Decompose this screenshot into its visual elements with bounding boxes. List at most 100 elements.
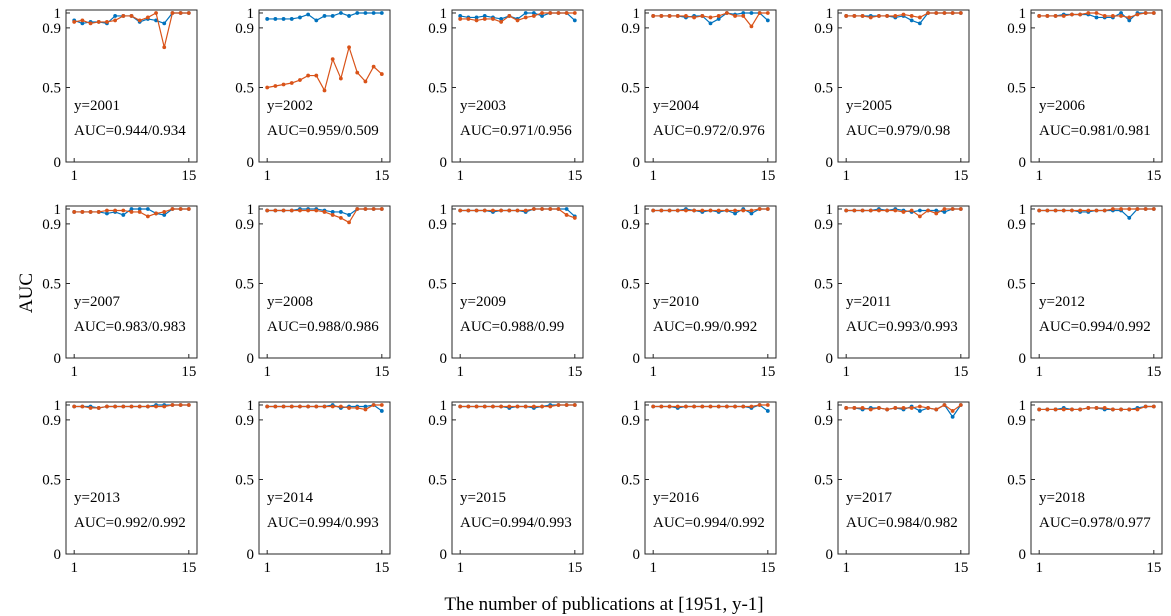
y-tick-label: 0.9 bbox=[621, 21, 640, 37]
axes-box bbox=[451, 9, 584, 163]
data-point bbox=[852, 406, 857, 410]
data-point bbox=[860, 208, 865, 213]
y-tick-label: 1 bbox=[1019, 398, 1027, 414]
data-point bbox=[523, 11, 528, 15]
axes-box bbox=[65, 401, 198, 555]
x-tick-label: 1 bbox=[649, 168, 657, 184]
data-point bbox=[765, 403, 770, 407]
data-point bbox=[708, 404, 713, 409]
panel-auc-label: AUC=0.972/0.976 bbox=[653, 123, 765, 139]
data-point bbox=[540, 404, 544, 409]
data-point bbox=[733, 211, 737, 216]
data-point bbox=[379, 403, 384, 407]
x-tick-label: 1 bbox=[842, 560, 850, 576]
data-point bbox=[371, 11, 376, 15]
data-point bbox=[170, 207, 175, 211]
data-point bbox=[548, 207, 553, 211]
data-point bbox=[893, 406, 898, 410]
panel-auc-label: AUC=0.971/0.956 bbox=[460, 123, 572, 139]
data-point bbox=[1094, 406, 1099, 410]
y-tick-label: 0.5 bbox=[814, 80, 833, 96]
data-point bbox=[1037, 208, 1042, 213]
data-point bbox=[942, 11, 947, 15]
data-point bbox=[942, 210, 947, 214]
panel-year-label: y=2008 bbox=[267, 294, 313, 310]
data-point bbox=[314, 73, 319, 78]
data-point bbox=[80, 21, 85, 26]
data-point bbox=[909, 208, 914, 213]
data-point bbox=[893, 208, 898, 213]
data-point bbox=[306, 73, 311, 78]
data-point bbox=[548, 404, 553, 409]
data-point bbox=[154, 404, 158, 409]
y-tick-label: 0.5 bbox=[235, 80, 254, 96]
data-point bbox=[765, 207, 770, 211]
axes-box bbox=[1030, 205, 1163, 359]
data-point bbox=[844, 14, 849, 18]
data-point bbox=[363, 11, 368, 15]
y-tick-label: 1 bbox=[440, 398, 448, 414]
data-point bbox=[659, 404, 664, 409]
data-point bbox=[659, 14, 664, 18]
data-point bbox=[1135, 207, 1140, 211]
y-tick-label: 0 bbox=[633, 351, 641, 367]
data-point bbox=[741, 11, 746, 15]
data-point bbox=[458, 14, 463, 18]
x-tick-label: 1 bbox=[263, 364, 271, 380]
data-point bbox=[716, 17, 721, 21]
data-point bbox=[901, 210, 906, 214]
panel-auc-label: AUC=0.994/0.993 bbox=[267, 515, 379, 531]
panel-auc-label: AUC=0.988/0.986 bbox=[267, 319, 379, 335]
data-point bbox=[162, 210, 167, 214]
data-point bbox=[265, 404, 270, 409]
y-tick-label: 0 bbox=[54, 351, 62, 367]
y-tick-label: 0 bbox=[826, 155, 834, 171]
x-tick-label: 1 bbox=[70, 364, 78, 380]
data-point bbox=[80, 18, 85, 23]
y-tick-label: 1 bbox=[247, 6, 255, 22]
panel-auc-label: AUC=0.984/0.982 bbox=[846, 515, 958, 531]
data-point bbox=[371, 207, 376, 211]
data-point bbox=[1053, 14, 1058, 18]
data-point bbox=[765, 409, 770, 413]
data-point bbox=[482, 17, 487, 21]
data-point bbox=[917, 214, 922, 219]
data-point bbox=[113, 18, 118, 23]
data-point bbox=[667, 14, 672, 18]
data-point bbox=[700, 14, 705, 18]
data-point bbox=[667, 208, 672, 213]
x-tick-label: 15 bbox=[374, 168, 389, 184]
data-point bbox=[154, 211, 158, 216]
data-point bbox=[355, 207, 360, 211]
data-point bbox=[72, 20, 77, 24]
data-point bbox=[531, 207, 536, 211]
panel-year-label: y=2001 bbox=[74, 98, 120, 114]
y-tick-label: 0 bbox=[54, 547, 62, 563]
data-point bbox=[96, 406, 101, 410]
data-point bbox=[684, 14, 688, 18]
y-tick-label: 0 bbox=[247, 155, 255, 171]
data-point bbox=[507, 208, 512, 213]
panel-year-label: y=2016 bbox=[653, 490, 699, 506]
data-point bbox=[96, 20, 101, 24]
data-point bbox=[708, 21, 713, 26]
data-point bbox=[917, 404, 922, 409]
y-tick-label: 0.9 bbox=[814, 21, 833, 37]
data-point bbox=[121, 208, 126, 213]
data-point bbox=[170, 403, 175, 407]
x-tick-label: 15 bbox=[953, 364, 968, 380]
y-tick-label: 0.5 bbox=[42, 276, 61, 292]
panel-auc-label: AUC=0.981/0.981 bbox=[1039, 123, 1151, 139]
data-point bbox=[958, 207, 963, 211]
data-point bbox=[88, 406, 93, 410]
data-point bbox=[1045, 14, 1050, 18]
data-point bbox=[1151, 207, 1156, 211]
y-tick-label: 0.5 bbox=[621, 276, 640, 292]
data-point bbox=[1110, 407, 1115, 412]
data-point bbox=[379, 11, 384, 15]
data-point bbox=[1143, 404, 1148, 409]
data-point bbox=[499, 404, 504, 409]
